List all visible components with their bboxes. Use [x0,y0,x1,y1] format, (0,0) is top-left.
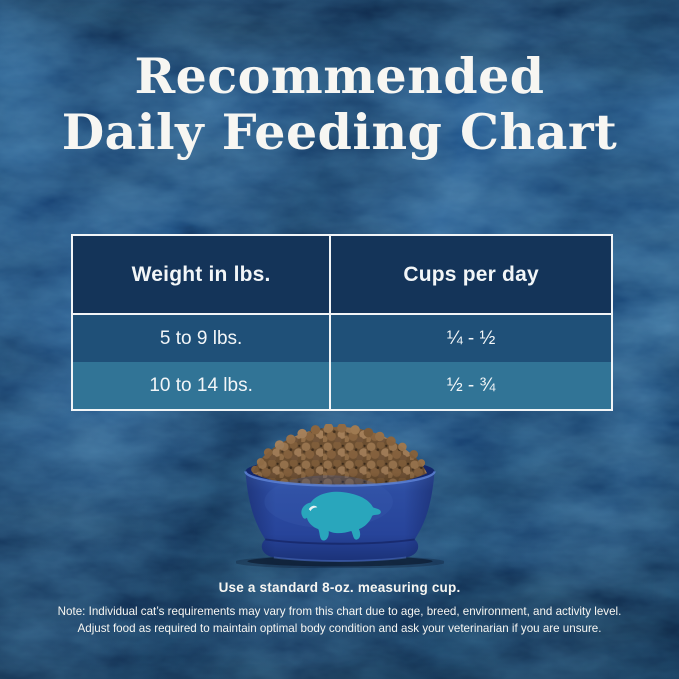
kibble-mound [251,424,427,488]
title-line-2: Daily Feeding Chart [61,103,618,161]
measuring-cup-caption: Use a standard 8-oz. measuring cup. [218,580,461,595]
column-header-cups: Cups per day [331,236,611,315]
buffalo-horn [308,505,318,512]
weight-range-cell: 10 to 14 lbs. [73,362,332,409]
weight-range-cell: 5 to 9 lbs. [73,315,332,362]
note-line-1: Note: Individual cat’s requirements may … [57,605,622,618]
column-header-weight: Weight in lbs. [73,236,332,315]
feeding-table: Weight in lbs. Cups per day 5 to 9 lbs. … [71,234,613,411]
buffalo-logo-icon [301,491,381,541]
title-line-1: Recommended [134,47,545,105]
cups-per-day-cell: ¼ - ½ [331,315,611,362]
table-row: 10 to 14 lbs. ½ - ¾ [73,362,611,409]
page-title: Recommended Daily Feeding Chart [0,48,679,160]
food-bowl-svg [236,424,444,568]
feeding-note: Note: Individual cat’s requirements may … [0,604,679,637]
note-line-2: Adjust food as required to maintain opti… [77,621,602,635]
table-header-row: Weight in lbs. Cups per day [73,236,611,315]
cups-per-day-cell: ½ - ¾ [331,362,611,409]
table-row: 5 to 9 lbs. ¼ - ½ [73,315,611,362]
food-bowl-illustration [236,424,444,568]
